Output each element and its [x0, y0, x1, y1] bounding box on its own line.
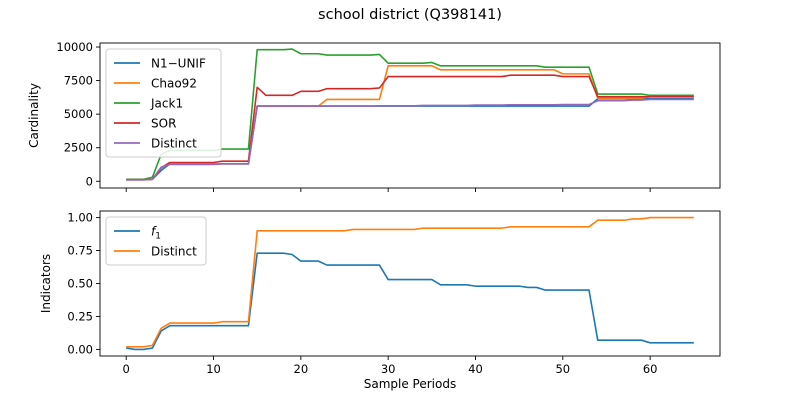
legend-label: Jack1: [150, 97, 183, 111]
legend-label: Distinct: [151, 137, 197, 151]
y-tick-label: 0.00: [67, 342, 93, 356]
y-axis-label: Cardinality: [27, 83, 41, 148]
x-tick-label: 30: [381, 362, 396, 376]
legend-label: SOR: [151, 117, 176, 131]
y-tick-label: 0.25: [67, 309, 93, 323]
series-line-1-0: [126, 253, 694, 349]
y-tick-label: 2500: [64, 141, 93, 155]
y-tick-label: 5000: [64, 107, 93, 121]
legend-label: N1−UNIF: [151, 57, 206, 71]
x-tick-label: 50: [555, 362, 570, 376]
legend-label: Distinct: [151, 245, 197, 259]
y-tick-label: 0: [86, 174, 93, 188]
x-axis-label: Sample Periods: [364, 377, 456, 391]
y-tick-label: 10000: [56, 40, 93, 54]
y-axis-label: Indicators: [39, 254, 53, 313]
top-axes: 0 2500 5000 7500 10000 Cardinality N1−UNIF Chao…: [27, 40, 720, 192]
x-tick-label: 20: [294, 362, 309, 376]
x-tick-label: 40: [468, 362, 483, 376]
figure-title: school district (Q398141): [318, 7, 502, 23]
series-line-1-1: [126, 218, 694, 347]
y-tick-label: 0.75: [67, 244, 93, 258]
y-tick-label: 0.50: [67, 277, 93, 291]
x-tick-label: 0: [123, 362, 130, 376]
x-tick-label: 10: [206, 362, 221, 376]
y-tick-label: 7500: [64, 74, 93, 88]
y-tick-label: 1.00: [67, 211, 93, 225]
bottom-axes: 0 10 20 30 40 50 60 0.00 0.25 0.50 0.75 1.00 Indicat…: [39, 211, 720, 391]
legend-label: Chao92: [151, 77, 197, 91]
x-tick-label: 60: [643, 362, 658, 376]
